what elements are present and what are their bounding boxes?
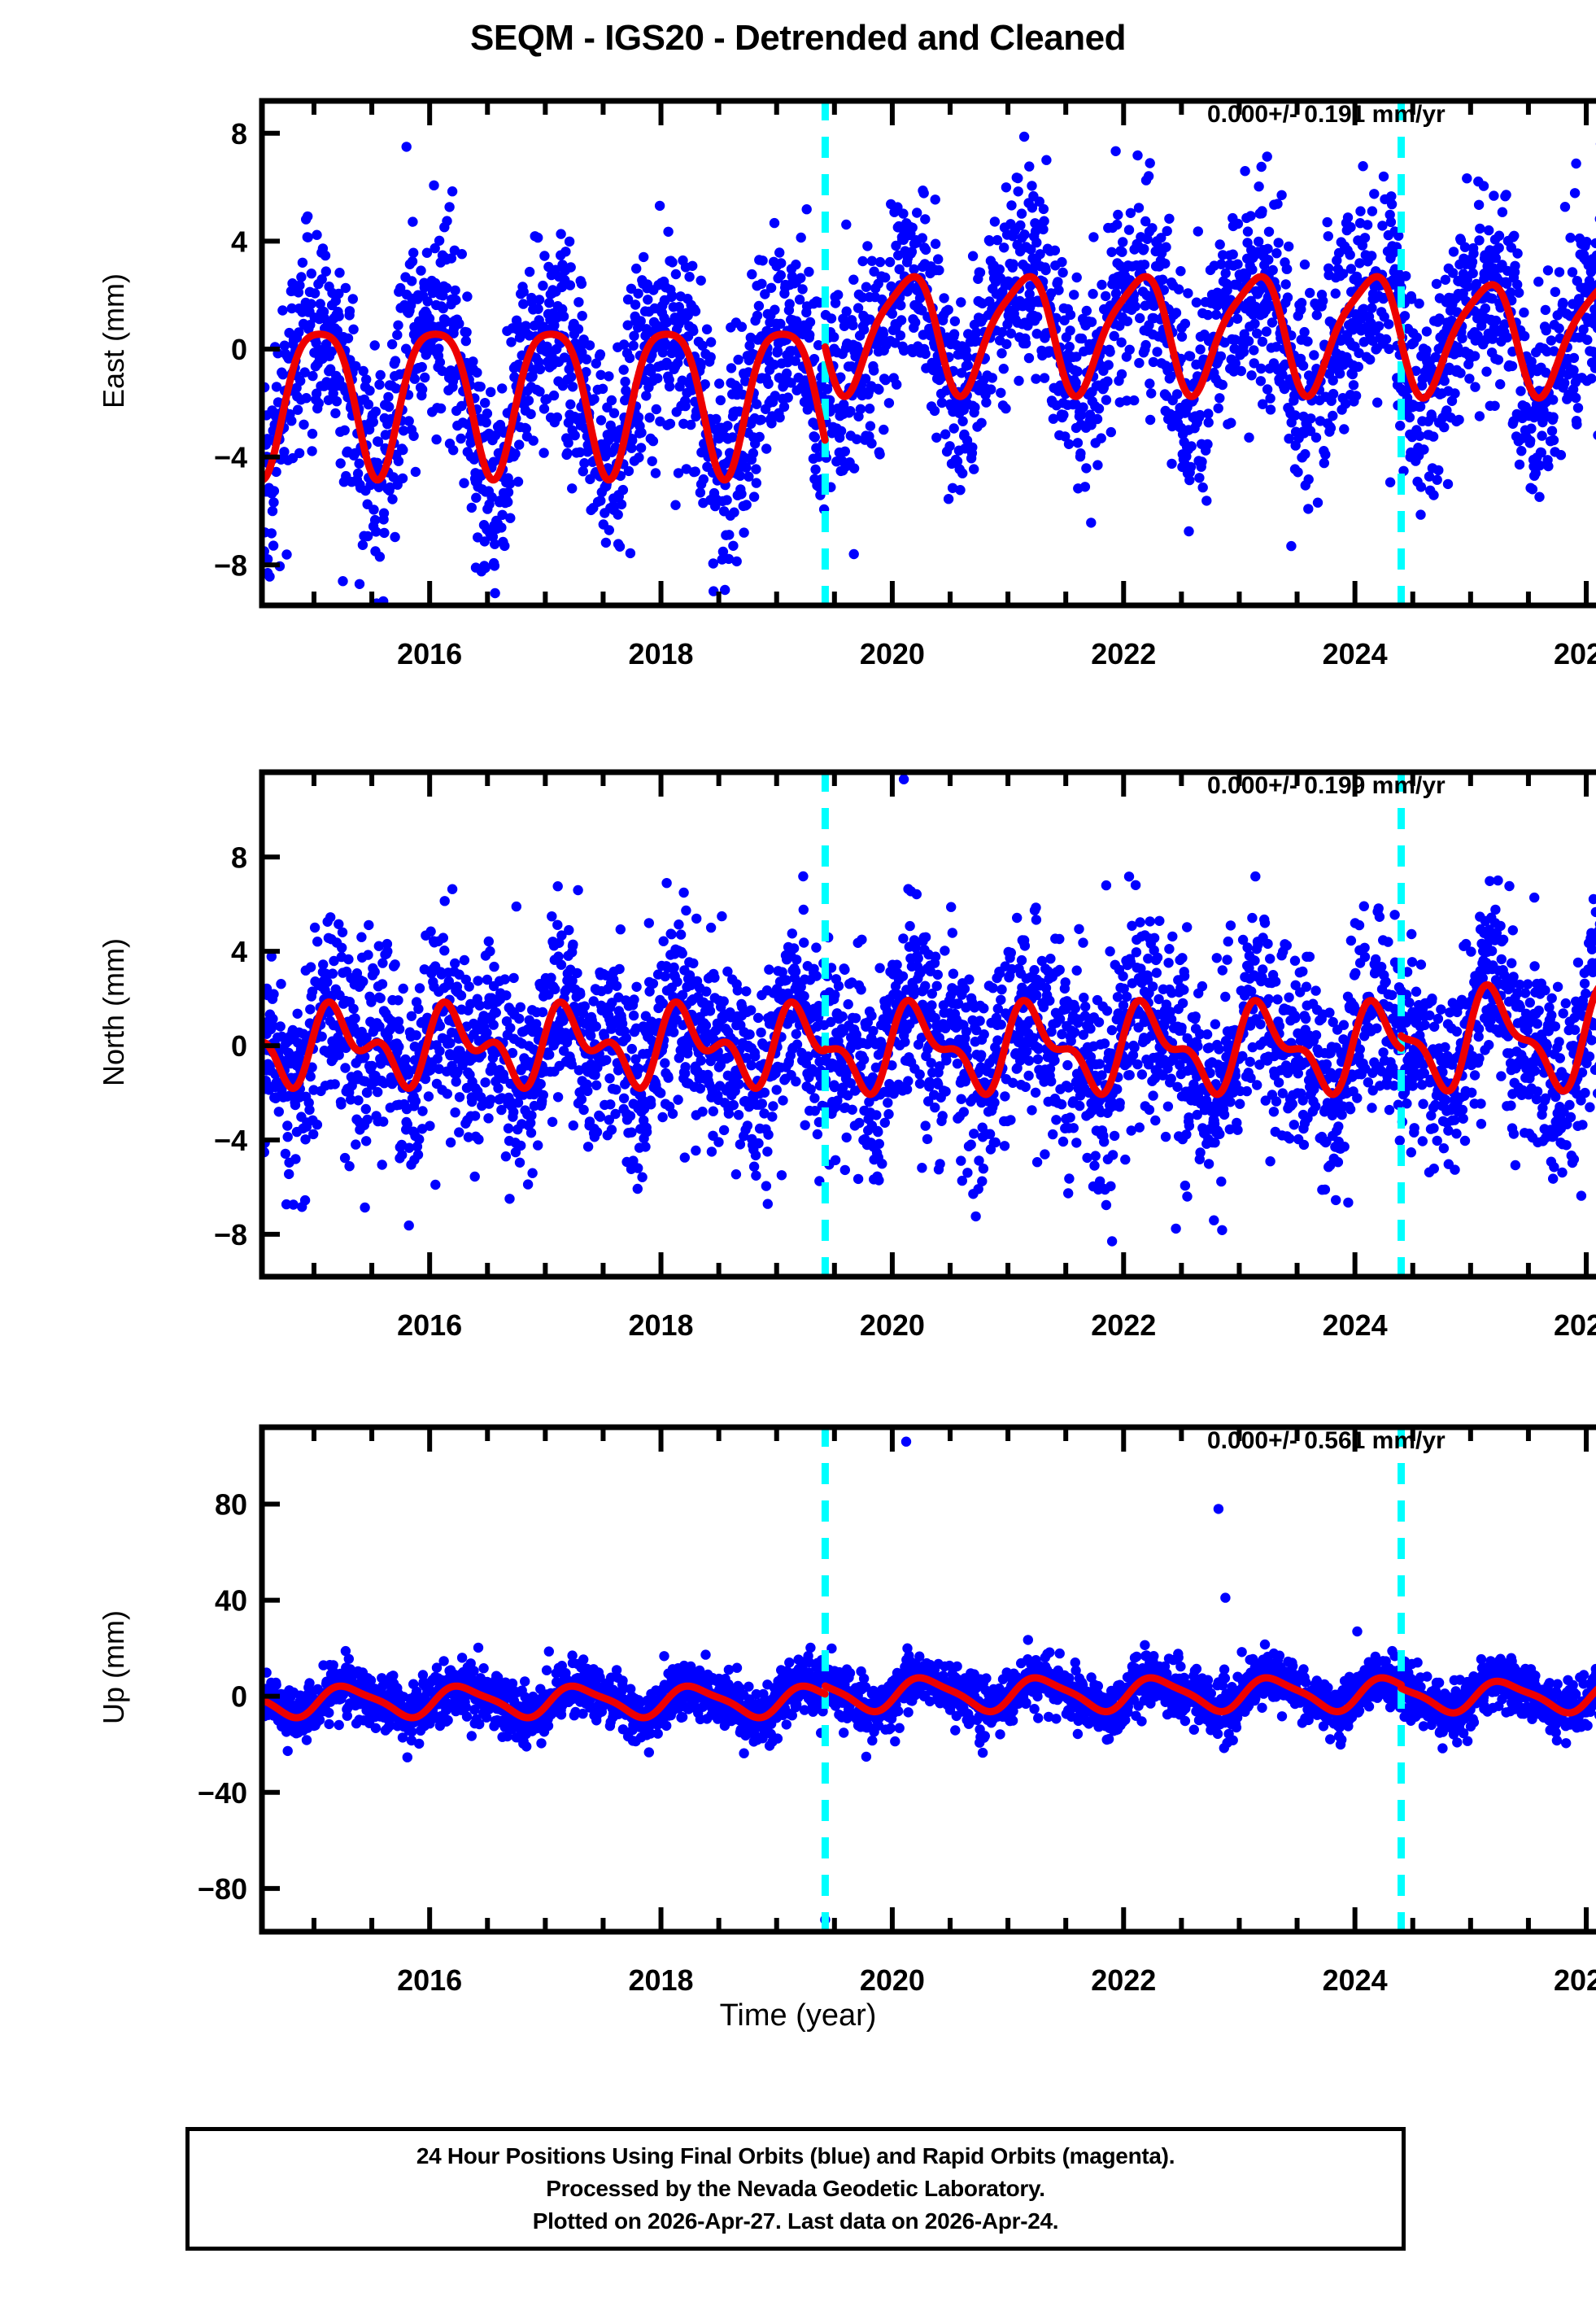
x-tick-label: 2022 [1091,637,1156,670]
x-tick-label: 2024 [1323,637,1388,670]
x-tick-label: 2026 [1554,637,1596,670]
x-tick-label: 2020 [860,637,925,670]
panel-north: 8 4 0 −4 −8 2016 2018 2020 2022 2024 2026 [181,761,1596,1355]
y-tick-label: 0 [231,333,247,366]
x-tick-label: 2024 [1323,1308,1388,1342]
y-tick-label: −4 [214,441,247,474]
y-axis-label-up: Up (mm) [97,1545,131,1789]
scatter-layer [259,99,1596,609]
x-tick-label: 2020 [860,1308,925,1342]
y-tick-label: 80 [215,1487,247,1521]
y-tick-label: 4 [231,935,247,968]
x-tick-label: 2024 [1323,1963,1388,1997]
scatter-layer [259,1426,1596,1933]
x-tick-label: 2022 [1091,1308,1156,1342]
footer-line-2: Processed by the Nevada Geodetic Laborat… [546,2173,1044,2205]
scatter-layer [259,771,1596,1278]
x-tick-label: 2016 [397,637,462,670]
x-tick-label: 2026 [1554,1963,1596,1997]
y-tick-label: −8 [214,1218,247,1251]
rate-annotation-east: 0.000+/- 0.191 mm/yr [1207,101,1446,129]
y-tick-label: 8 [231,841,247,874]
x-tick-label: 2016 [397,1308,462,1342]
y-axis-label-east: East (mm) [97,219,131,463]
y-tick-label: −40 [198,1776,247,1810]
footer-line-3: Plotted on 2026-Apr-27. Last data on 202… [533,2205,1059,2238]
x-tick-label: 2022 [1091,1963,1156,1997]
page-title: SEQM - IGS20 - Detrended and Cleaned [0,18,1596,59]
final-orbit-points [259,871,1596,1235]
x-tick-label: 2018 [628,1308,693,1342]
panel-east: 8 4 0 −4 −8 2016 2018 2020 2022 2024 2026 [181,90,1596,684]
x-axis-label: Time (year) [0,1998,1596,2033]
y-tick-label: −4 [214,1124,247,1157]
x-tick-label: 2016 [397,1963,462,1997]
final-orbit-points [259,1635,1596,1762]
y-tick-label: −80 [198,1872,247,1906]
rate-annotation-up: 0.000+/- 0.561 mm/yr [1207,1427,1446,1455]
y-tick-label: 0 [231,1680,247,1714]
footer-caption-box: 24 Hour Positions Using Final Orbits (bl… [185,2127,1406,2251]
x-tick-label: 2026 [1554,1308,1596,1342]
y-tick-label: 0 [231,1029,247,1063]
x-tick-label: 2018 [628,637,693,670]
y-tick-label: 8 [231,117,247,151]
x-tick-label: 2018 [628,1963,693,1997]
y-tick-label: 40 [215,1584,247,1618]
x-tick-label: 2020 [860,1963,925,1997]
rate-annotation-north: 0.000+/- 0.199 mm/yr [1207,772,1446,800]
y-axis-label-north: North (mm) [97,890,131,1134]
panel-up: 80 40 0 −40 −80 2016 2018 2020 2022 2024 2026 [181,1416,1596,2010]
y-tick-label: 4 [231,225,247,258]
footer-line-1: 24 Hour Positions Using Final Orbits (bl… [416,2140,1175,2173]
y-tick-label: −8 [214,548,247,582]
